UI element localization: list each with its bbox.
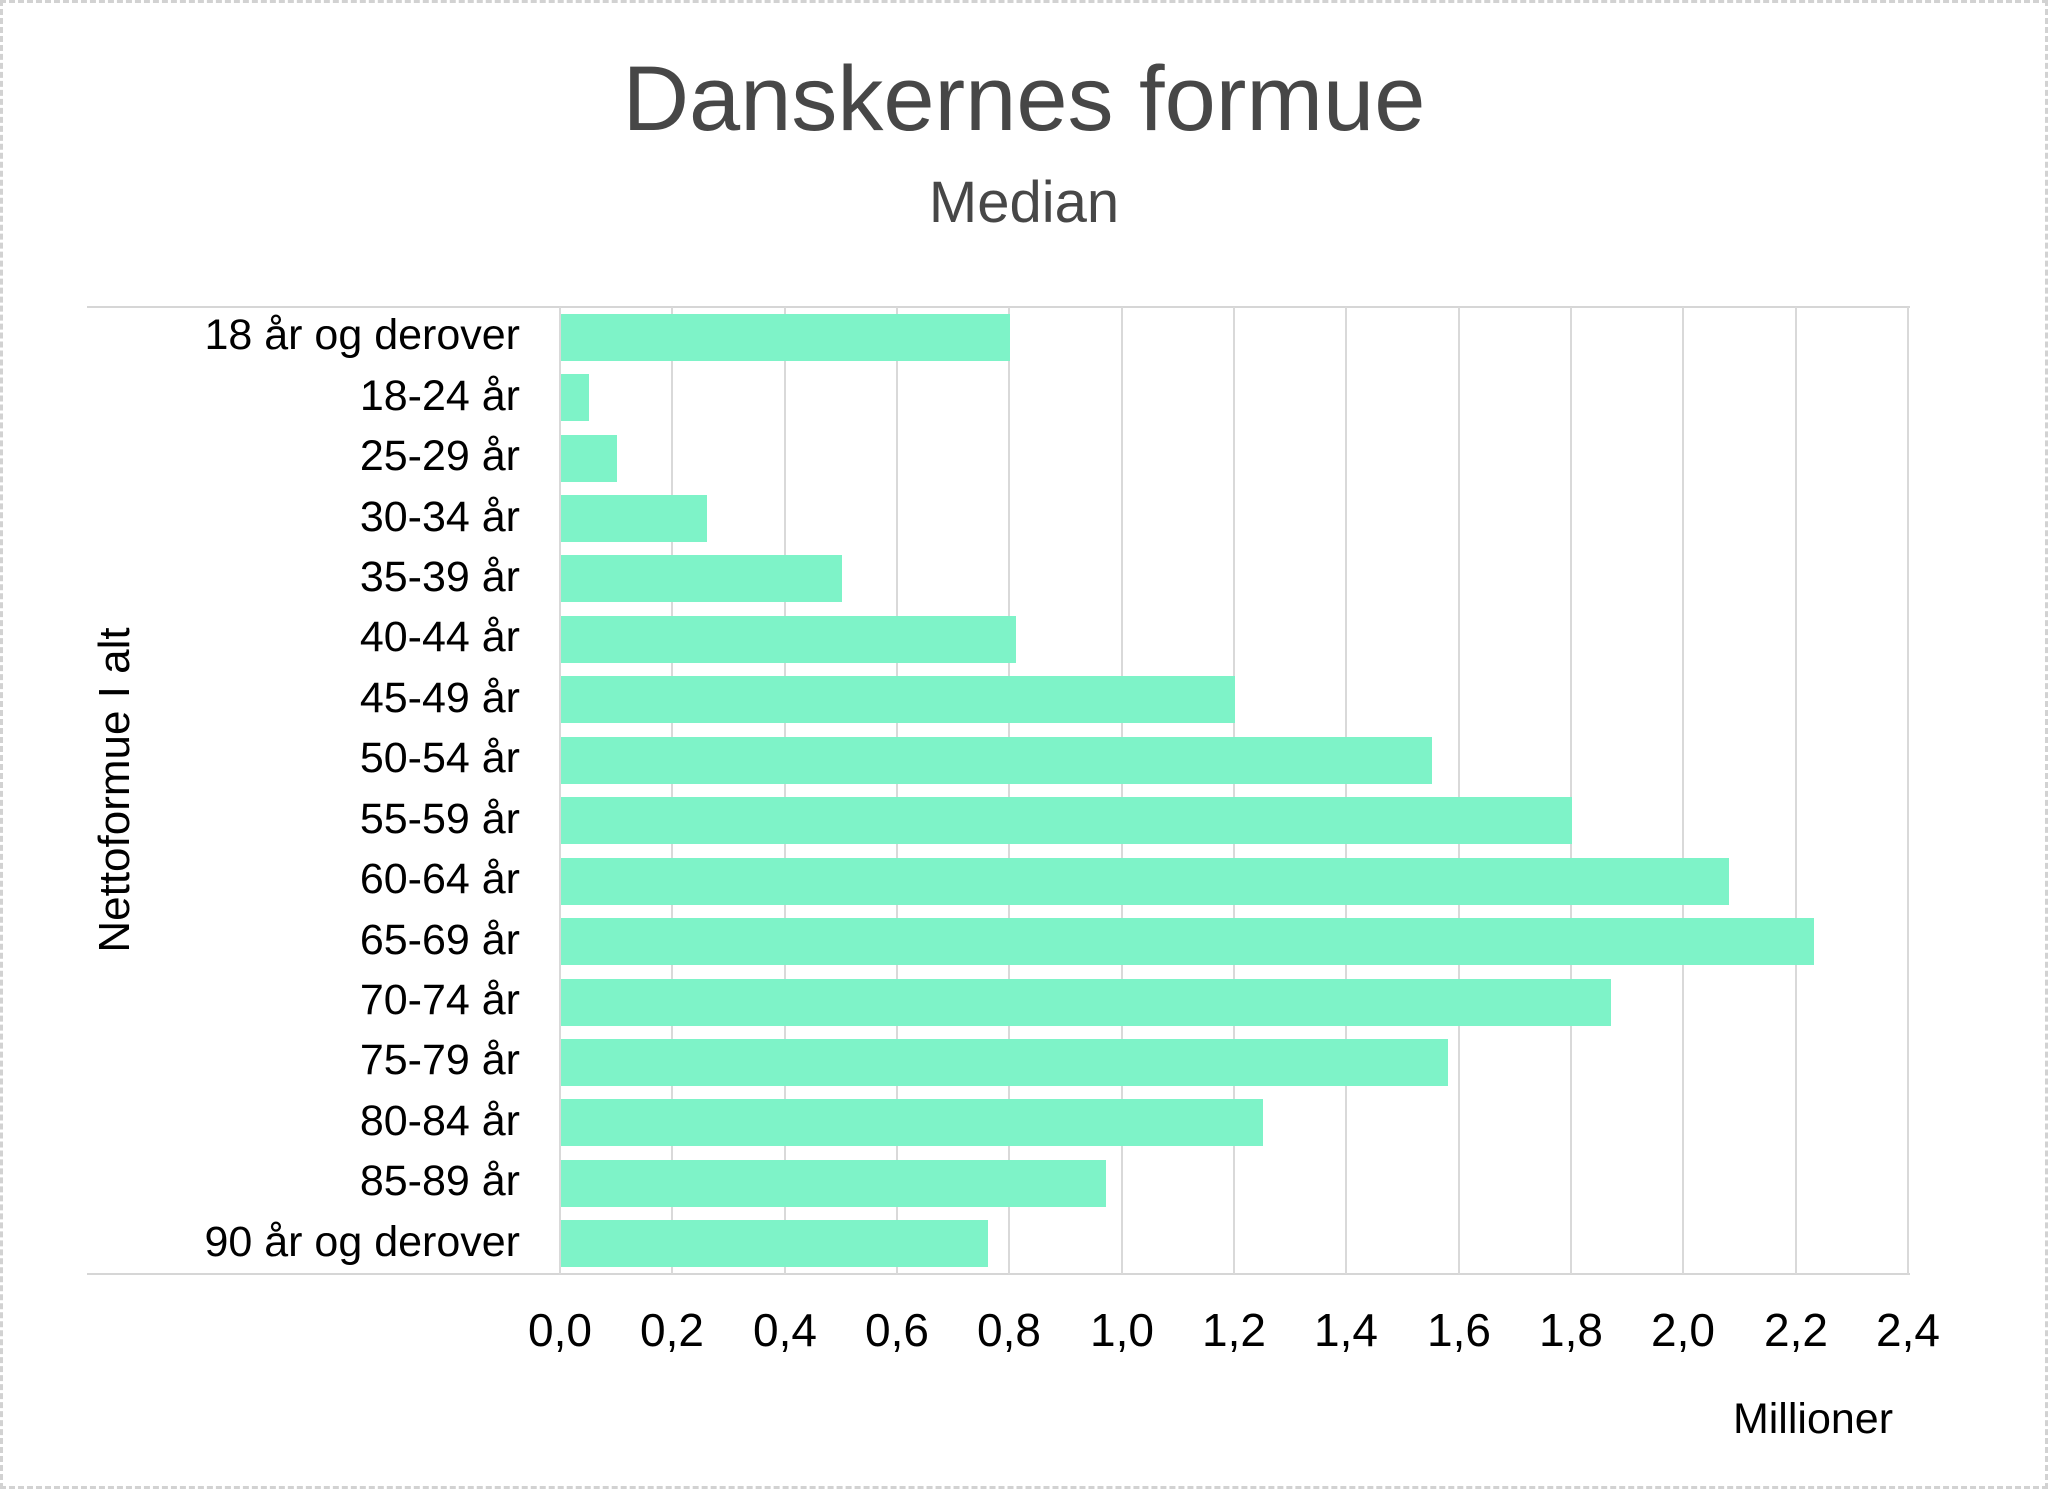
x-tick-label: 1,2 [1202, 1304, 1266, 1356]
x-tick-label: 2,2 [1764, 1304, 1828, 1356]
x-tick-label: 0,6 [865, 1304, 929, 1356]
category-label: 25-29 år [359, 432, 520, 480]
gridline [1345, 307, 1347, 1274]
category-label: 60-64 år [359, 855, 520, 903]
bar [561, 1220, 988, 1267]
x-tick-label: 0,2 [640, 1304, 704, 1356]
category-label: 30-34 år [359, 493, 520, 541]
category-label: 35-39 år [359, 553, 520, 601]
bar [561, 314, 1010, 361]
gridline [1682, 307, 1684, 1274]
category-label: 70-74 år [359, 976, 520, 1024]
x-tick-label: 0,0 [528, 1304, 592, 1356]
bar [561, 676, 1235, 723]
x-tick-label: 1,6 [1427, 1304, 1491, 1356]
bar [561, 979, 1611, 1026]
gridline [671, 307, 673, 1274]
gridline [1907, 307, 1909, 1274]
category-label: 75-79 år [359, 1036, 520, 1084]
bar [561, 918, 1814, 965]
x-tick-label: 1,0 [1090, 1304, 1154, 1356]
gridline [784, 307, 786, 1274]
x-tick-label: 0,8 [977, 1304, 1041, 1356]
x-tick-label: 1,4 [1314, 1304, 1378, 1356]
gridline [1570, 307, 1572, 1274]
bar [561, 435, 617, 482]
category-label: 90 år og derover [204, 1218, 520, 1266]
gridline [1233, 307, 1235, 1274]
category-label: 55-59 år [359, 795, 520, 843]
category-label: 80-84 år [359, 1097, 520, 1145]
bar [561, 374, 589, 421]
category-label: 40-44 år [359, 613, 520, 661]
category-label: 85-89 år [359, 1157, 520, 1205]
bar [561, 797, 1572, 844]
category-label: 45-49 år [359, 674, 520, 722]
bar [561, 1099, 1263, 1146]
gridline [1795, 307, 1797, 1274]
bar [561, 1039, 1448, 1086]
category-label: 18 år og derover [204, 311, 520, 359]
plot-bottom-border [87, 1273, 1910, 1275]
x-tick-label: 0,4 [753, 1304, 817, 1356]
chart-title: Danskernes formue [622, 48, 1426, 150]
gridline [896, 307, 898, 1274]
gridline [1121, 307, 1123, 1274]
bar [561, 495, 707, 542]
gridline [1458, 307, 1460, 1274]
bar [561, 616, 1016, 663]
gridline [559, 307, 561, 1274]
chart-subtitle: Median [928, 170, 1120, 235]
bar [561, 1160, 1106, 1207]
x-tick-label: 2,0 [1651, 1304, 1715, 1356]
bar [561, 858, 1729, 905]
category-label: 50-54 år [359, 734, 520, 782]
bar [561, 555, 842, 602]
category-label: 65-69 år [359, 916, 520, 964]
gridline [1008, 307, 1010, 1274]
bar [561, 737, 1432, 784]
x-axis-unit-label: Millioner [1732, 1395, 1894, 1443]
x-tick-label: 2,4 [1876, 1304, 1940, 1356]
x-tick-label: 1,8 [1539, 1304, 1603, 1356]
plot-top-border [87, 306, 1910, 308]
category-label: 18-24 år [359, 372, 520, 420]
